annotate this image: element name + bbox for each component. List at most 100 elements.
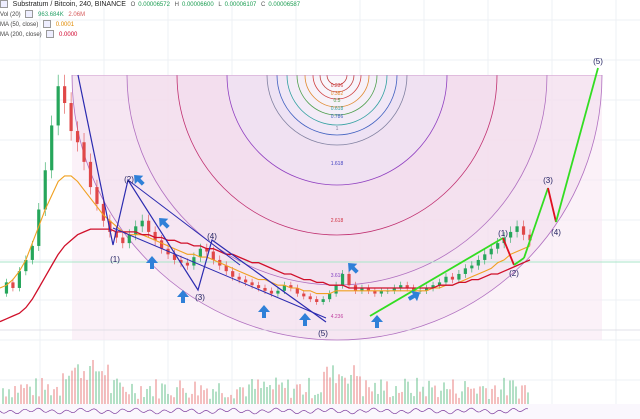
candle-body <box>237 276 241 280</box>
fib-arc-4 <box>266 75 408 146</box>
volume-bar <box>404 378 406 405</box>
volume-bar <box>449 389 451 405</box>
volume-bar <box>17 392 19 405</box>
volume-bar <box>218 383 220 405</box>
volume-bar <box>176 387 178 405</box>
candle-body <box>179 259 183 263</box>
volume-bar <box>230 394 232 405</box>
volume-bar <box>293 388 295 405</box>
volume-bar <box>488 398 490 405</box>
volume-bar <box>296 384 298 405</box>
symbol-checkbox-icon[interactable] <box>0 0 8 9</box>
channel-line <box>127 179 241 266</box>
volume-bar <box>272 389 274 405</box>
fib-arc-5 <box>276 75 398 136</box>
oscillator-background <box>0 404 640 419</box>
volume-bar <box>446 389 448 405</box>
arrow-annotations[interactable] <box>130 171 423 328</box>
eye-icon[interactable] <box>43 20 52 29</box>
volume-bar <box>491 388 493 405</box>
volume-bar <box>476 393 478 405</box>
candle-body <box>437 282 442 286</box>
volume-bar <box>479 386 481 405</box>
candle-body <box>392 287 396 291</box>
candle-body <box>114 231 118 238</box>
wave-labels: (1) (2) (3) (4) (5) (1) (2) (3) (4) (5) <box>110 57 603 338</box>
volume-bar <box>278 384 280 405</box>
candle-body <box>63 86 67 104</box>
volume-bar <box>14 386 16 405</box>
volume-bar <box>86 379 88 405</box>
candles[interactable] <box>4 74 532 305</box>
volume-bar <box>299 384 301 405</box>
volume-bar <box>245 396 247 405</box>
candle-body <box>250 282 254 286</box>
candle-body <box>515 226 519 232</box>
arrow-icon <box>258 305 270 318</box>
fib-arc-9 <box>312 75 362 100</box>
arrow-icon <box>146 256 158 269</box>
volume-bar <box>173 397 175 405</box>
volume-bar <box>113 380 115 405</box>
volume-bar <box>458 397 460 405</box>
volume-bar <box>185 392 187 405</box>
volume-bar <box>284 387 286 405</box>
volume-bar <box>401 391 403 405</box>
volume-bar <box>2 388 4 405</box>
elliott-wave-lines[interactable] <box>77 74 327 323</box>
projection-lines[interactable] <box>369 67 599 317</box>
volume-bar <box>329 377 331 405</box>
wave-label: (3) <box>543 176 553 185</box>
volume-bar <box>239 387 241 405</box>
volume-bar <box>413 396 415 405</box>
volume-bar <box>98 371 100 405</box>
arrow-icon <box>299 313 311 326</box>
candle-body <box>134 226 138 235</box>
wave-label: (5) <box>593 57 603 66</box>
arrow-icon <box>371 315 383 328</box>
eye-icon[interactable] <box>25 10 34 19</box>
fib-level-label: 0.618 <box>331 106 344 112</box>
arrow-icon <box>348 263 359 274</box>
candle-body <box>424 287 429 291</box>
volume-bar <box>266 387 268 405</box>
volume-bar <box>407 381 409 405</box>
indicator-name[interactable]: Vol (20) <box>0 12 21 18</box>
wave-label: (2) <box>509 269 519 278</box>
candle-body <box>153 231 157 241</box>
indicator-value: 0.0000 <box>59 32 78 38</box>
eye-icon[interactable] <box>46 30 55 39</box>
candle-body <box>17 271 21 288</box>
volume-bar <box>428 380 430 405</box>
volume-bar <box>332 365 334 405</box>
volume-bar <box>287 379 289 405</box>
volume-bar <box>191 393 193 405</box>
volume-bar <box>335 383 337 405</box>
moving-averages <box>0 175 531 323</box>
candle-body <box>463 268 467 274</box>
candle-body <box>69 103 73 132</box>
volume-bar <box>131 383 133 405</box>
volume-bar <box>137 398 139 405</box>
candle-body <box>450 276 455 280</box>
arrow-icon <box>134 175 145 186</box>
indicator-name[interactable]: MA (200, close) <box>0 32 42 38</box>
volume-bar <box>275 377 277 405</box>
volume-bar <box>188 397 190 405</box>
volume-bar <box>5 396 7 405</box>
ohlc-open-key: O <box>130 2 136 8</box>
volume-bar <box>80 378 82 405</box>
fib-arc-11 <box>326 75 348 86</box>
ohlc-high-value: 0.00006600 <box>181 2 214 8</box>
fib-level-label: 0.236 <box>331 83 344 89</box>
ohlc-low-key: L <box>218 2 222 8</box>
volume-bar <box>362 396 364 405</box>
candle-body <box>302 293 306 297</box>
volume-bar <box>254 388 256 405</box>
wave-path <box>77 74 327 323</box>
volume-bar <box>251 379 253 405</box>
indicator-name[interactable]: MA (50, close) <box>0 22 39 28</box>
volume-bar <box>269 385 271 405</box>
